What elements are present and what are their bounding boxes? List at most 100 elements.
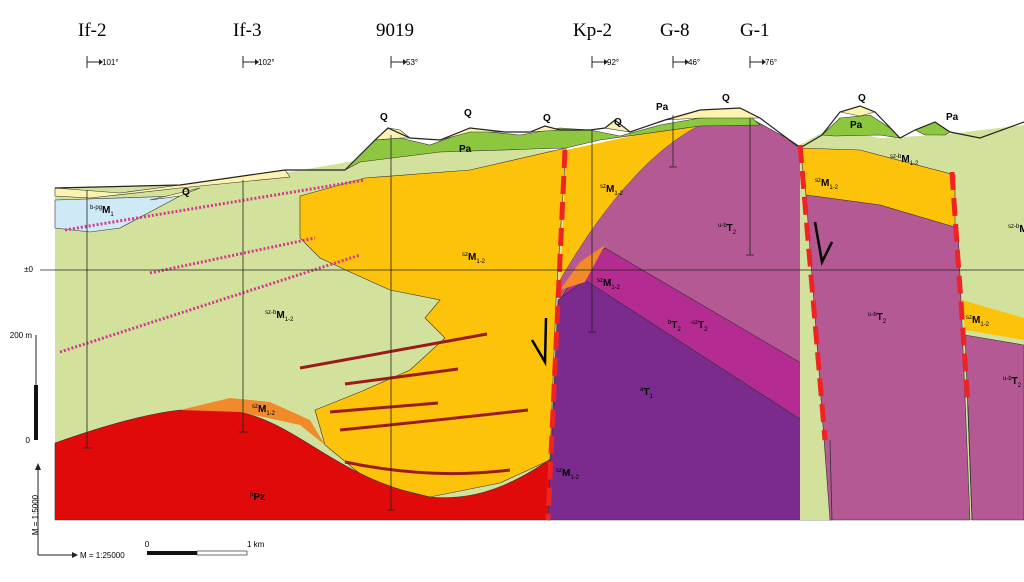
unit-label: Pa bbox=[459, 144, 472, 155]
unit-main: M bbox=[1019, 224, 1024, 235]
unit-main: T bbox=[643, 387, 649, 398]
unit-sub: 2 bbox=[733, 230, 737, 236]
seam bbox=[299, 332, 488, 370]
v-scale-zero: 0 bbox=[26, 436, 31, 445]
seam bbox=[339, 408, 529, 432]
well-name: G-1 bbox=[740, 20, 770, 41]
unit-sup: sz-b bbox=[1008, 224, 1020, 230]
unit-label: sz-bM bbox=[1008, 224, 1024, 235]
unit-sub: 1 bbox=[110, 212, 114, 218]
unit-main: T bbox=[671, 320, 677, 331]
unit-label: szM1-2 bbox=[462, 252, 486, 265]
unit-label: szM1-2 bbox=[252, 404, 276, 417]
unit-sz-m-orange bbox=[180, 398, 325, 445]
unit-main: T bbox=[877, 312, 883, 323]
unit-label: szM1-2 bbox=[815, 178, 839, 191]
unit-main: M bbox=[562, 468, 570, 479]
unit-main: M bbox=[606, 184, 614, 195]
unit-main: Q bbox=[858, 93, 866, 104]
unit-sub: 1-2 bbox=[910, 161, 919, 167]
lens bbox=[149, 236, 316, 275]
unit-main: T bbox=[698, 320, 704, 331]
dip-label: 102° bbox=[258, 58, 275, 67]
unit-label: szM1-2 bbox=[966, 315, 990, 328]
seam bbox=[329, 401, 439, 414]
unit-label: sz-bM1-2 bbox=[265, 310, 294, 323]
unit-main: Pz bbox=[253, 492, 265, 503]
unit-sub: 1-2 bbox=[285, 317, 294, 323]
unit-sub: 1-2 bbox=[980, 322, 989, 328]
dip-head bbox=[604, 59, 608, 65]
unit-label: -szT2 bbox=[690, 320, 708, 333]
unit-sub: 2 bbox=[677, 327, 681, 333]
unit-label: Q bbox=[543, 113, 551, 124]
unit-main: Pa bbox=[656, 102, 669, 113]
unit-main: Q bbox=[380, 112, 388, 123]
unit-sup: b bbox=[668, 320, 672, 326]
dip-label: 76° bbox=[765, 58, 777, 67]
unit-main: Q bbox=[614, 117, 622, 128]
seams bbox=[299, 332, 529, 476]
dip-label: 101° bbox=[102, 58, 119, 67]
unit-main: M bbox=[102, 205, 110, 216]
unit-sup: sz-b bbox=[890, 154, 902, 160]
well-name: Kp-2 bbox=[573, 20, 612, 41]
unit-sup: sz bbox=[966, 315, 972, 321]
unit-main: M bbox=[276, 310, 284, 321]
unit-label: szM1-2 bbox=[597, 278, 621, 291]
unit-label: u-bT2 bbox=[718, 223, 737, 236]
unit-sup: sz bbox=[600, 184, 606, 190]
unit-pa bbox=[344, 115, 761, 171]
well-name: 9019 bbox=[376, 20, 414, 41]
fault-trace bbox=[829, 439, 833, 521]
unit-label: Q bbox=[722, 93, 730, 104]
fault-movement bbox=[530, 317, 548, 367]
unit-label: szM1-2 bbox=[600, 184, 624, 197]
wells: If-2 101° If-3 102° 9019 53° Kp-2 92° G-8 46° G-1 7… bbox=[78, 20, 777, 511]
unit-main: M bbox=[258, 404, 266, 415]
unit-sup: u-b bbox=[718, 223, 727, 229]
unit-main: Q bbox=[464, 108, 472, 119]
unit-main: T bbox=[1012, 376, 1018, 387]
unit-main: M bbox=[468, 252, 476, 263]
h-ratio: M = 1:25000 bbox=[80, 551, 125, 560]
unit-sub: 1-2 bbox=[829, 185, 838, 191]
dip-label: 92° bbox=[607, 58, 619, 67]
seam bbox=[344, 460, 511, 476]
lens bbox=[64, 178, 366, 232]
unit-main: Pa bbox=[850, 120, 863, 131]
unit-main: M bbox=[972, 315, 980, 326]
geology bbox=[40, 105, 1024, 521]
unit-main: Q bbox=[722, 93, 730, 104]
unit-label: Q bbox=[614, 117, 622, 128]
unit-sub: 2 bbox=[1018, 383, 1022, 389]
unit-sub: 1 bbox=[649, 394, 653, 400]
lenses bbox=[59, 178, 366, 354]
unit-main: T bbox=[727, 223, 733, 234]
unit-label: Pa bbox=[656, 102, 669, 113]
unit-sub: 1-2 bbox=[611, 285, 620, 291]
unit-pz bbox=[54, 408, 553, 521]
scales: ±0 200 m 0 M = 1:5000 M = 1:25000 0 1 km bbox=[10, 265, 265, 560]
unit-label: bT2 bbox=[668, 320, 681, 333]
unit-sz-m-yellow2 bbox=[560, 125, 700, 280]
faults bbox=[545, 144, 971, 521]
unit-label: b-pgM1 bbox=[90, 205, 114, 218]
unit-sup: p bbox=[250, 492, 254, 498]
dip-head bbox=[255, 59, 259, 65]
unit-main: Pa bbox=[946, 112, 959, 123]
unit-sup: sz bbox=[815, 178, 821, 184]
unit-label: Q bbox=[858, 93, 866, 104]
v-scale-label: 200 m bbox=[10, 331, 33, 340]
unit-sz-m-orange2 bbox=[560, 245, 605, 290]
h-scale-bar bbox=[196, 550, 248, 556]
unit-labels: QQ Q Q QQ QPaPaPaPab-pgM1sz-bM1-2sz-bM1-2sz-… bbox=[90, 93, 1024, 503]
unit-label: u-bT2 bbox=[1003, 376, 1022, 389]
unit-sup: sz bbox=[252, 404, 258, 410]
unit-u-b-t2-far bbox=[964, 334, 1024, 521]
dip-head bbox=[99, 59, 103, 65]
v-ratio: M = 1:5000 bbox=[31, 494, 40, 535]
unit-label: Q bbox=[182, 187, 190, 198]
unit-label: sz-bM1-2 bbox=[890, 154, 919, 167]
